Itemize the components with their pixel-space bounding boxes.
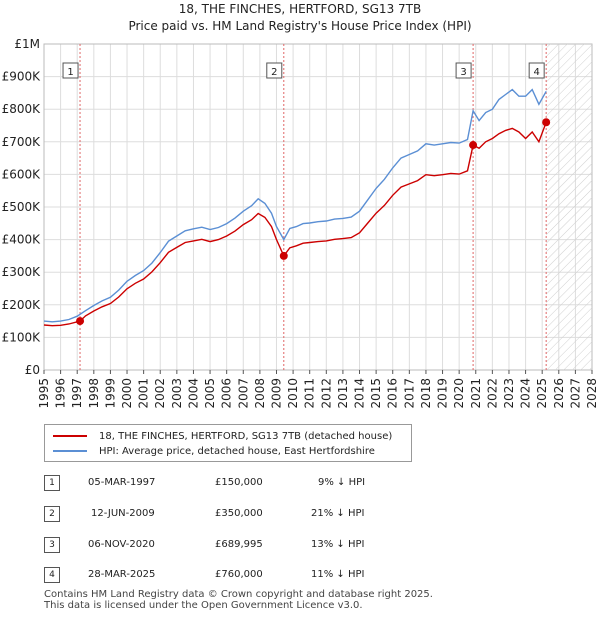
- footer-licence: This data is licensed under the Open Gov…: [44, 600, 363, 611]
- sale-label-box: [266, 62, 283, 79]
- x-tick-label: 2004: [186, 378, 200, 409]
- sale-label-box: [62, 62, 79, 79]
- sale-price: £760,000: [215, 569, 263, 580]
- sale-label-box: [528, 62, 545, 79]
- sale-label: 1: [67, 67, 73, 78]
- x-tick-label: 2026: [552, 378, 566, 409]
- x-tick-label: 2028: [585, 378, 599, 409]
- legend: 18, THE FINCHES, HERTFORD, SG13 7TB (det…: [44, 424, 412, 462]
- y-axis: £0 £100K £200K £300K £400K £500K £600K £700K £80…: [2, 37, 42, 377]
- legend-swatch-blue: [53, 450, 87, 452]
- y-tick-label: £1M: [14, 37, 40, 51]
- y-tick-label: £900K: [2, 70, 42, 84]
- y-tick-label: £300K: [2, 265, 42, 279]
- x-tick-label: 2011: [303, 378, 317, 409]
- sale-marker: [279, 251, 288, 260]
- chart-title: 18, THE FINCHES, HERTFORD, SG13 7TB: [178, 2, 422, 16]
- sale-hpi-diff: 11% ↓ HPI: [311, 569, 365, 580]
- x-tick-label: 2008: [253, 378, 267, 409]
- x-tick-label: 2021: [469, 378, 483, 409]
- x-tick-label: 1995: [37, 378, 51, 409]
- sale-date: 12-JUN-2009: [91, 508, 155, 519]
- x-tick-label: 2014: [353, 378, 367, 409]
- row-number-badge: 2: [44, 506, 60, 522]
- x-tick-label: 2003: [170, 378, 184, 409]
- sale-date: 28-MAR-2025: [88, 569, 156, 580]
- sale-markers: 1 2 3 4: [62, 62, 551, 326]
- sale-marker: [76, 317, 85, 326]
- x-tick-label: 2007: [236, 378, 250, 409]
- future-hatch: [546, 44, 592, 370]
- y-tick-label: £800K: [2, 102, 42, 116]
- sale-price: £150,000: [215, 477, 263, 488]
- sale-label-box: [455, 62, 472, 79]
- sale-date: 06-NOV-2020: [88, 539, 155, 550]
- x-tick-label: 1998: [87, 378, 101, 409]
- x-tick-label: 1997: [70, 378, 84, 409]
- legend-item-price: 18, THE FINCHES, HERTFORD, SG13 7TB (det…: [53, 429, 392, 443]
- x-tick-label: 2018: [419, 378, 433, 409]
- footer: Contains HM Land Registry data © Crown c…: [44, 589, 433, 611]
- x-tick-label: 2025: [535, 378, 549, 409]
- x-tick-label: 2013: [336, 378, 350, 409]
- sale-marker: [469, 141, 478, 150]
- footer-copyright: Contains HM Land Registry data © Crown c…: [44, 589, 433, 600]
- legend-swatch-red: [53, 435, 87, 437]
- x-tick-label: 2022: [485, 378, 499, 409]
- x-tick-label: 2009: [269, 378, 283, 409]
- row-number-badge: 3: [44, 537, 60, 553]
- legend-label-price: 18, THE FINCHES, HERTFORD, SG13 7TB (det…: [99, 430, 393, 442]
- legend-label-hpi: HPI: Average price, detached house, East…: [99, 445, 375, 457]
- x-axis: 1995 1996 1997 1998 1999 2000 2001 2002 2003 2004…: [37, 370, 599, 409]
- sale-hpi-diff: 9% ↓ HPI: [318, 477, 366, 488]
- x-tick-label: 2016: [386, 378, 400, 409]
- y-tick-label: £500K: [2, 200, 42, 214]
- sale-hpi-diff: 21% ↓ HPI: [311, 508, 365, 519]
- sale-label: 3: [460, 67, 466, 78]
- y-tick-label: £200K: [2, 298, 42, 312]
- sale-label: 2: [271, 67, 277, 78]
- x-tick-label: 2027: [568, 378, 582, 409]
- legend-item-hpi: HPI: Average price, detached house, East…: [53, 444, 375, 458]
- price-chart: 1 2 3 4 £0 £100K £200K £300K £400K £500K £600K £70…: [2, 37, 599, 409]
- grid: [43, 43, 593, 371]
- sale-marker: [542, 118, 551, 127]
- sale-date: 05-MAR-1997: [88, 477, 156, 488]
- y-tick-label: £700K: [2, 135, 42, 149]
- x-tick-label: 2000: [120, 378, 134, 409]
- x-tick-label: 2017: [402, 378, 416, 409]
- row-number-badge: 1: [44, 475, 60, 491]
- sale-hpi-diff: 13% ↓ HPI: [311, 539, 365, 550]
- x-tick-label: 2020: [452, 378, 466, 409]
- sale-label: 4: [533, 67, 539, 78]
- x-tick-label: 2023: [502, 378, 516, 409]
- hpi-line: [43, 88, 547, 323]
- x-tick-label: 1996: [54, 378, 68, 409]
- y-tick-label: £0: [25, 363, 40, 377]
- y-tick-label: £600K: [2, 167, 42, 181]
- x-tick-label: 2015: [369, 378, 383, 409]
- y-tick-label: £400K: [2, 233, 42, 247]
- row-number-badge: 4: [44, 567, 60, 583]
- sale-price: £350,000: [215, 508, 263, 519]
- x-tick-label: 2005: [203, 378, 217, 409]
- y-tick-label: £100K: [2, 330, 42, 344]
- x-tick-label: 2024: [519, 378, 533, 409]
- x-tick-label: 1999: [103, 378, 117, 409]
- chart-subtitle: Price paid vs. HM Land Registry's House …: [128, 19, 472, 33]
- x-tick-label: 2019: [436, 378, 450, 409]
- x-tick-label: 2010: [286, 378, 300, 409]
- x-tick-label: 2002: [153, 378, 167, 409]
- x-tick-label: 2001: [137, 378, 151, 409]
- sale-price: £689,995: [215, 539, 263, 550]
- x-tick-label: 2012: [319, 378, 333, 409]
- x-tick-label: 2006: [220, 378, 234, 409]
